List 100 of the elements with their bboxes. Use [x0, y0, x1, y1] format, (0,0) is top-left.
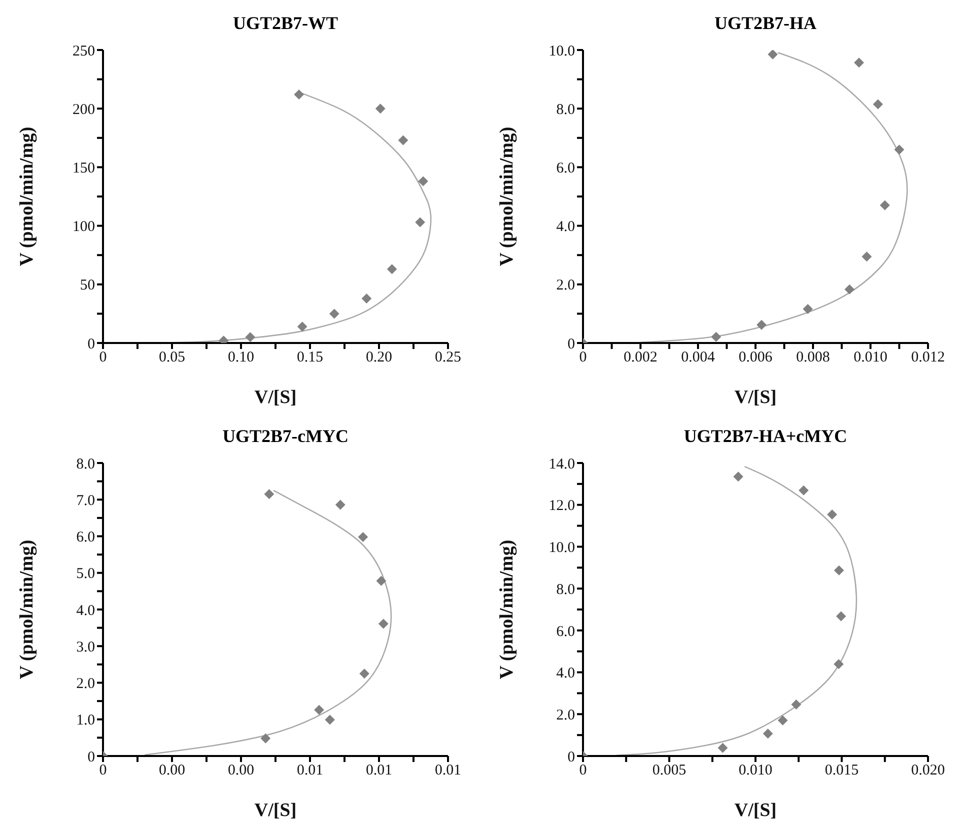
y-tick-label: 200 [72, 102, 95, 118]
x-tick-label: 0.005 [652, 762, 686, 779]
y-tick-label: 2.0 [76, 676, 95, 692]
point [359, 668, 370, 679]
y-tick-label: 1.0 [76, 712, 95, 729]
x-tick-label: 0.01 [434, 762, 462, 779]
y-tick-label: 50 [80, 278, 95, 294]
point [733, 472, 744, 482]
x-tick-label: 0.25 [434, 350, 462, 366]
x-tick-label: 0.05 [158, 350, 186, 366]
x-tick-label: 0.006 [738, 350, 773, 366]
point [294, 90, 304, 100]
y-tick-label: 8.0 [556, 582, 575, 598]
x-tick-label: 0.01 [366, 762, 392, 779]
x-tick-label: 0.020 [911, 762, 945, 779]
x-tick-label: 0 [579, 762, 587, 779]
x-tick-label: 0.010 [854, 350, 888, 366]
y-tick-label: 250 [72, 43, 95, 60]
y-tick-label: 100 [72, 219, 95, 236]
point [329, 308, 340, 319]
point [756, 320, 767, 330]
y-tick-label: 8.0 [556, 102, 575, 118]
y-tick-label: 6.0 [556, 624, 575, 640]
point [894, 144, 904, 155]
chart-title: UGT2B7-HA+cMYC [682, 425, 848, 448]
y-axis-title: V (pmol/min/mg) [16, 126, 38, 266]
point [418, 176, 428, 186]
x-tick-label: 0.015 [824, 762, 859, 779]
y-tick-label: 12.0 [548, 498, 575, 514]
y-tick-label: 150 [72, 160, 95, 177]
point [802, 304, 813, 314]
y-tick-label: 6.0 [76, 530, 95, 546]
y-tick-label: 4.0 [76, 602, 95, 619]
point [375, 104, 386, 114]
point [245, 332, 256, 342]
point [260, 733, 271, 744]
point [378, 618, 388, 629]
x-tick-label: 0.008 [796, 350, 830, 366]
y-axis-title: V (pmol/min/mg) [496, 540, 518, 680]
point [711, 332, 722, 342]
point [415, 217, 426, 228]
y-tick-label: 0 [88, 336, 95, 352]
point [791, 700, 802, 710]
x-axis-title: V/[S] [734, 387, 777, 408]
x-tick-label: 0.010 [738, 762, 772, 779]
point [836, 611, 846, 622]
point [386, 264, 397, 274]
y-tick-label: 0 [568, 336, 575, 352]
point [862, 252, 872, 262]
point [335, 500, 346, 510]
x-tick-label: 0 [99, 350, 107, 366]
point [264, 489, 274, 500]
point [324, 714, 335, 725]
x-tick-label: 0 [99, 762, 107, 779]
y-tick-label: 10.0 [548, 540, 575, 556]
point [827, 509, 838, 520]
y-tick-label: 3.0 [76, 639, 95, 656]
point [854, 58, 864, 68]
y-tick-label: 2.0 [556, 278, 575, 294]
x-tick-label: 0 [579, 350, 587, 366]
x-tick-label: 0.20 [366, 350, 392, 366]
point [844, 284, 855, 294]
chart-title: UGT2B7-HA [713, 12, 818, 35]
x-tick-label: 0.01 [296, 762, 324, 779]
x-tick-label: 0.002 [624, 350, 658, 366]
point [376, 576, 386, 586]
point [362, 293, 372, 304]
y-tick-label: 8.0 [76, 456, 95, 472]
point [778, 715, 788, 726]
y-axis-title: V (pmol/min/mg) [496, 126, 518, 266]
x-tick-label: 0.004 [681, 350, 716, 366]
y-tick-label: 5.0 [76, 566, 95, 582]
point [880, 200, 890, 210]
x-axis-title: V/[S] [254, 800, 297, 821]
y-axis-title: V (pmol/min/mg) [16, 540, 38, 680]
point [798, 485, 809, 496]
point [834, 565, 844, 576]
x-tick-label: 0.15 [296, 350, 324, 366]
point [762, 728, 773, 739]
y-tick-label: 4.0 [556, 219, 575, 236]
x-axis-title: V/[S] [254, 387, 297, 408]
y-tick-label: 0 [568, 749, 575, 766]
line-series [616, 466, 858, 756]
y-tick-label: 2.0 [556, 707, 575, 724]
point [314, 704, 324, 715]
x-tick-label: 0.00 [228, 762, 254, 779]
y-tick-label: 4.0 [556, 666, 575, 682]
x-tick-label: 0.00 [158, 762, 186, 779]
y-tick-label: 6.0 [556, 160, 575, 177]
chart-title: UGT2B7-cMYC [222, 425, 350, 448]
point [834, 659, 844, 670]
point [718, 742, 728, 753]
point [398, 135, 408, 146]
y-tick-label: 7.0 [76, 492, 95, 509]
line-series [144, 490, 392, 756]
chart-title: UGT2B7-WT [232, 12, 339, 35]
y-tick-label: 14.0 [548, 456, 575, 472]
x-tick-label: 0.10 [228, 350, 254, 366]
x-axis-title: V/[S] [734, 800, 777, 821]
x-tick-label: 0.012 [911, 350, 945, 366]
